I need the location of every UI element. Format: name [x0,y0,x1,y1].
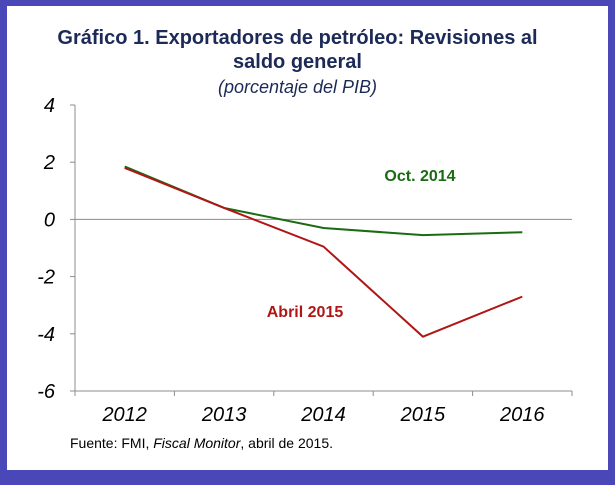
x-tick-label: 2012 [101,404,147,426]
frame-border-left [0,0,7,485]
series-label-oct-2014: Oct. 2014 [384,168,455,185]
series-label-abril-2015: Abril 2015 [267,304,344,321]
source-prefix: Fuente: FMI, [70,435,154,451]
y-tick-label: -2 [37,267,55,289]
chart-series [124,165,523,338]
chart-subtitle: (porcentaje del PIB) [217,77,378,97]
frame-border-right [608,0,615,485]
frame-border-top [0,0,615,6]
source-publication: Fiscal Monitor [153,435,241,451]
chart-axes [70,104,573,396]
x-tick-label: 2016 [499,404,545,426]
frame-border-bottom [0,470,615,485]
y-tick-label: 2 [43,152,55,174]
y-tick-label: 4 [44,95,55,117]
source-note: Fuente: FMI, Fiscal Monitor, abril de 20… [70,435,333,451]
y-tick-label: 0 [44,209,55,231]
y-tick-label: -6 [37,381,56,403]
x-tick-label: 2014 [300,404,346,426]
series-line-abril-2015 [124,166,523,338]
chart-labels: 4 2 0 -2 -4 -6 2012 2013 2014 2015 2016 Oct. 2014 Ab… [37,95,545,426]
chart-title-line-1: Gráfico 1. Exportadores de petróleo: Rev… [57,27,538,49]
x-tick-label: 2015 [400,404,446,426]
series-line-oct-2014 [124,165,523,237]
x-tick-label: 2013 [201,404,247,426]
chart-title-line-2: saldo general [233,51,362,73]
y-tick-label: -4 [37,324,55,346]
source-suffix: , abril de 2015. [240,435,334,451]
